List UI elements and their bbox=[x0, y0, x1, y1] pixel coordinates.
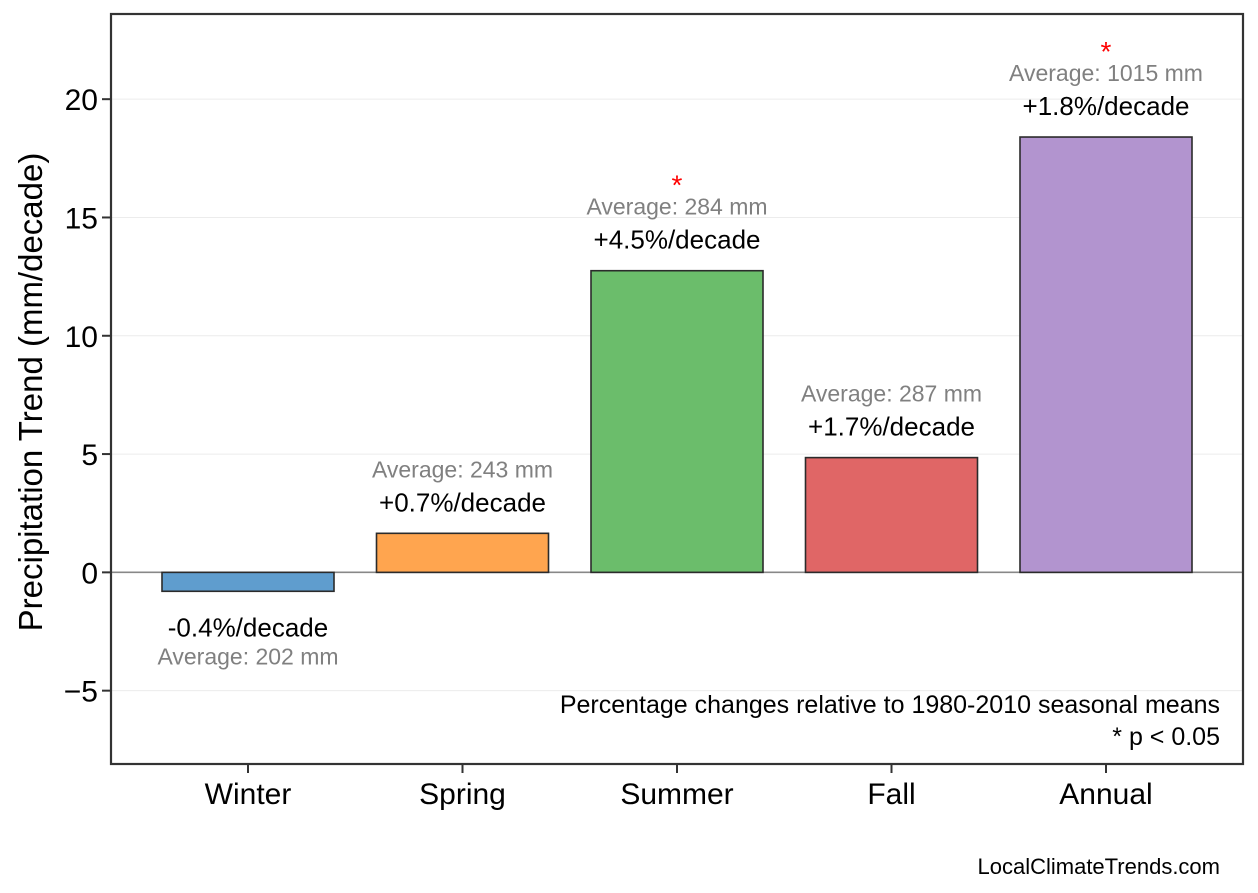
y-tick-label: 15 bbox=[65, 202, 98, 235]
bar-spring bbox=[375, 532, 550, 574]
y-axis-label: Precipitation Trend (mm/decade) bbox=[12, 153, 49, 632]
y-tick-label: 10 bbox=[65, 321, 98, 354]
x-tick-label: Annual bbox=[1059, 778, 1152, 811]
y-tick-label: 0 bbox=[81, 557, 98, 590]
y-tick-label: 5 bbox=[81, 439, 98, 472]
bar-annual bbox=[1019, 136, 1193, 574]
note-line-1: Percentage changes relative to 1980-2010… bbox=[560, 691, 1220, 719]
bars bbox=[161, 136, 1193, 593]
bar-fall bbox=[804, 456, 979, 574]
x-tick-label: Winter bbox=[205, 778, 292, 811]
average-label: Average: 243 mm bbox=[372, 456, 553, 482]
percent-change-label: +0.7%/decade bbox=[379, 487, 546, 517]
percent-change-label: -0.4%/decade bbox=[168, 612, 328, 642]
x-tick-label: Summer bbox=[620, 778, 733, 811]
percent-change-label: +4.5%/decade bbox=[594, 225, 761, 255]
x-tick-label: Spring bbox=[419, 778, 506, 811]
axes: −5 0 5 10 15 20 Winter Spring Summer Fall Annual bbox=[64, 84, 1153, 811]
note-line-2: * p < 0.05 bbox=[1112, 723, 1220, 751]
y-tick-label: 20 bbox=[65, 84, 98, 117]
source-credit: LocalClimateTrends.com bbox=[978, 854, 1221, 879]
average-label: Average: 202 mm bbox=[157, 643, 338, 669]
significance-marker: * bbox=[672, 170, 683, 201]
average-label: Average: 287 mm bbox=[801, 381, 982, 407]
bar-winter bbox=[161, 571, 335, 593]
y-tick-label: −5 bbox=[64, 676, 98, 709]
significance-marker: * bbox=[1101, 36, 1112, 67]
x-tick-label: Fall bbox=[867, 778, 915, 811]
average-label: Average: 284 mm bbox=[586, 194, 767, 220]
percent-change-label: +1.7%/decade bbox=[808, 412, 975, 442]
bar-summer bbox=[590, 269, 764, 574]
percent-change-label: +1.8%/decade bbox=[1023, 91, 1190, 121]
average-label: Average: 1015 mm bbox=[1009, 60, 1203, 86]
